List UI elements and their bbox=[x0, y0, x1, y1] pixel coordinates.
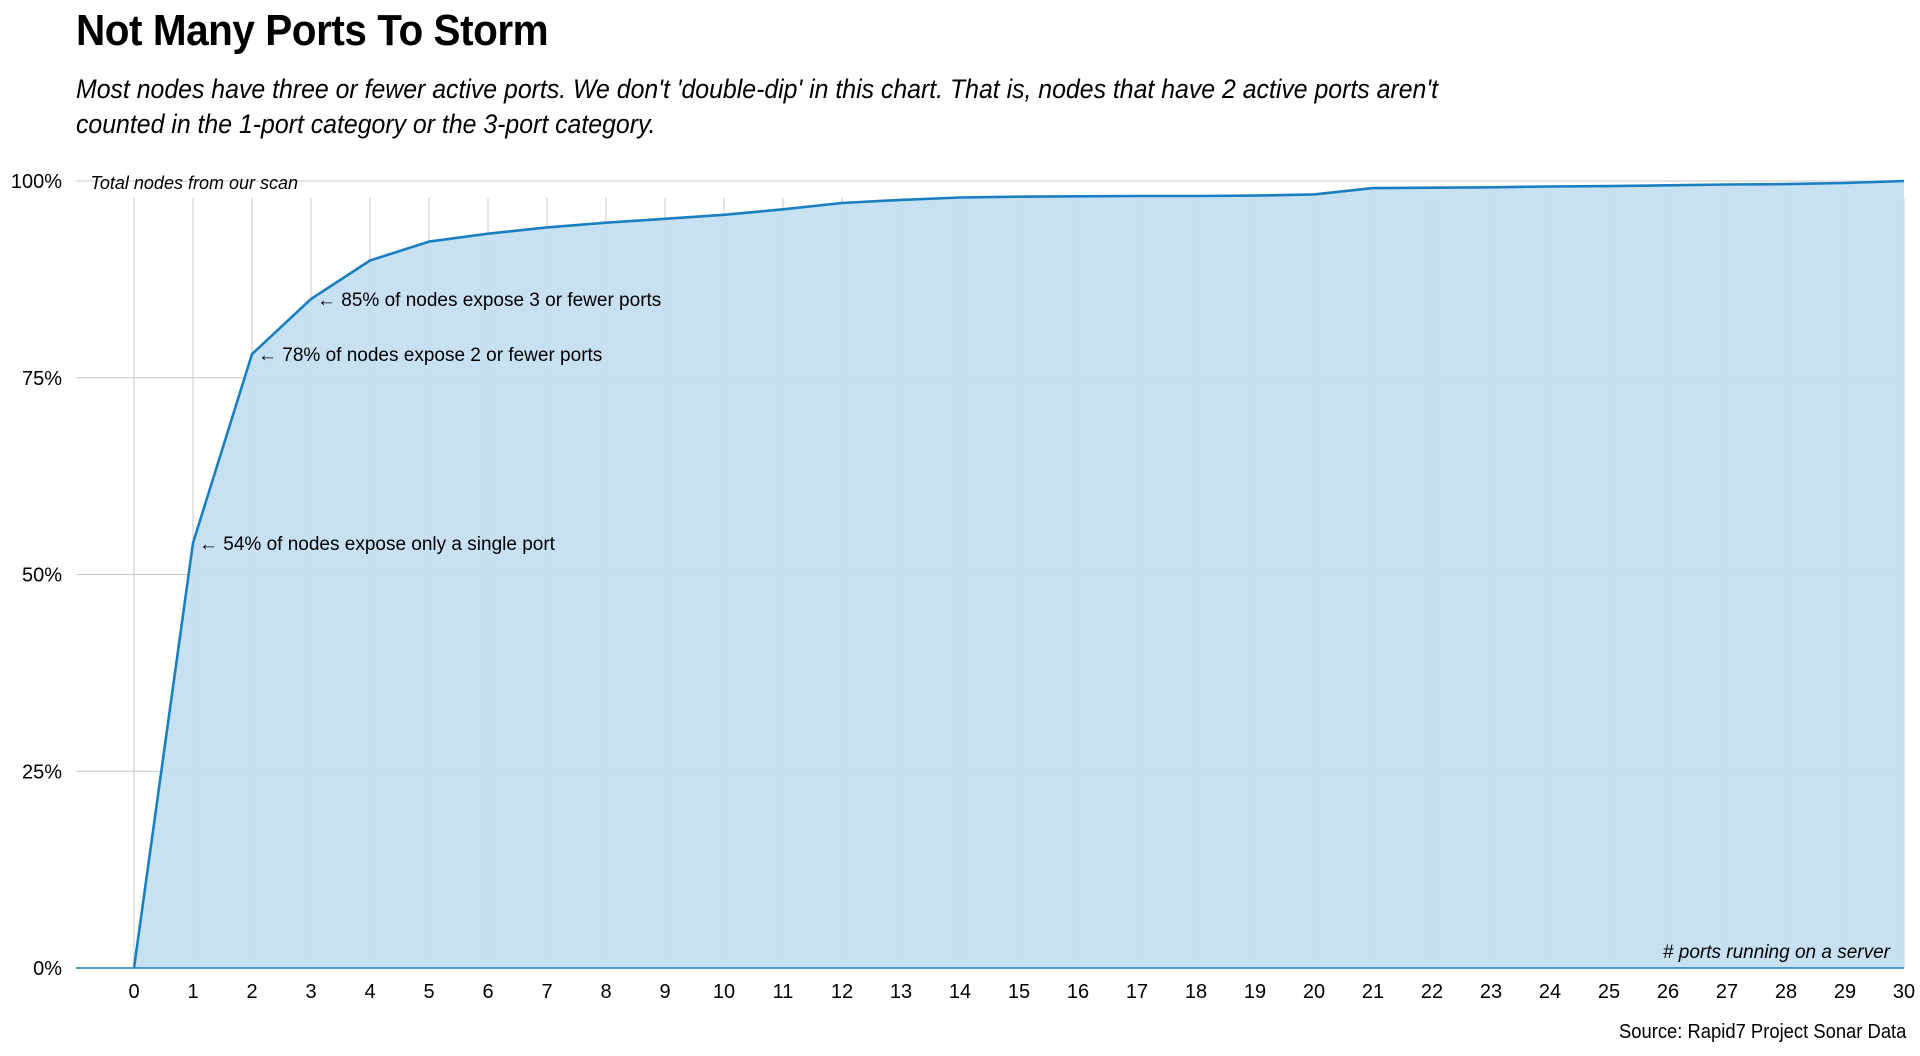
x-tick-label: 5 bbox=[423, 981, 434, 1003]
area-fill bbox=[134, 181, 1904, 968]
x-tick-label: 9 bbox=[659, 981, 670, 1003]
x-tick-labels: 0 1 2 3 4 5 6 7 8 9 10 11 12 13 14 15 16 17 18 19 20 21 22 23 24… bbox=[128, 981, 1915, 1003]
x-tick-label: 30 bbox=[1893, 981, 1915, 1003]
x-tick-label: 21 bbox=[1362, 981, 1384, 1003]
x-axis-label: # ports running on a server bbox=[1663, 942, 1891, 963]
x-tick-label: 12 bbox=[831, 981, 853, 1003]
annotation-label: ← 78% of nodes expose 2 or fewer ports bbox=[258, 345, 602, 366]
annotation-label: ← 54% of nodes expose only a single port bbox=[199, 534, 556, 555]
x-tick-label: 16 bbox=[1067, 981, 1089, 1003]
y-tick-label: 75% bbox=[22, 368, 62, 390]
x-tick-label: 11 bbox=[773, 981, 794, 1003]
x-tick-label: 28 bbox=[1775, 981, 1797, 1003]
x-tick-label: 2 bbox=[246, 981, 257, 1003]
x-tick-label: 7 bbox=[541, 981, 552, 1003]
x-tick-label: 3 bbox=[305, 981, 316, 1003]
x-tick-label: 0 bbox=[128, 981, 139, 1003]
annotations: ← 54% of nodes expose only a single port… bbox=[199, 290, 661, 555]
y-tick-label: 100% bbox=[11, 171, 62, 193]
source-caption: Source: Rapid7 Project Sonar Data bbox=[1618, 1021, 1906, 1043]
chart-title: Not Many Ports To Storm bbox=[76, 6, 549, 55]
y-tick-labels: 0% 25% 50% 75% 100% bbox=[11, 171, 62, 980]
x-tick-label: 27 bbox=[1716, 981, 1738, 1003]
y-axis-label: Total nodes from our scan bbox=[91, 173, 298, 193]
y-tick-label: 25% bbox=[22, 761, 62, 783]
x-tick-label: 17 bbox=[1126, 981, 1148, 1003]
x-tick-label: 22 bbox=[1421, 981, 1443, 1003]
y-tick-label: 0% bbox=[33, 958, 62, 980]
x-tick-label: 18 bbox=[1185, 981, 1207, 1003]
x-tick-label: 20 bbox=[1303, 981, 1325, 1003]
chart-subtitle: Most nodes have three or fewer active po… bbox=[76, 74, 1438, 139]
annotation-label: ← 85% of nodes expose 3 or fewer ports bbox=[317, 290, 661, 311]
x-tick-label: 10 bbox=[713, 981, 735, 1003]
x-tick-label: 24 bbox=[1539, 981, 1561, 1003]
x-tick-label: 8 bbox=[600, 981, 611, 1003]
x-tick-label: 4 bbox=[364, 981, 375, 1003]
x-tick-label: 23 bbox=[1480, 981, 1502, 1003]
series-line bbox=[132, 179, 1905, 969]
x-tick-label: 1 bbox=[187, 981, 198, 1003]
x-tick-label: 25 bbox=[1598, 981, 1620, 1003]
x-tick-label: 14 bbox=[949, 981, 971, 1003]
x-tick-label: 26 bbox=[1657, 981, 1679, 1003]
y-tick-label: 50% bbox=[22, 565, 62, 587]
x-tick-label: 13 bbox=[890, 981, 912, 1003]
x-tick-label: 19 bbox=[1244, 981, 1266, 1003]
x-tick-label: 15 bbox=[1008, 981, 1030, 1003]
x-tick-label: 29 bbox=[1834, 981, 1856, 1003]
x-tick-label: 6 bbox=[482, 981, 493, 1003]
